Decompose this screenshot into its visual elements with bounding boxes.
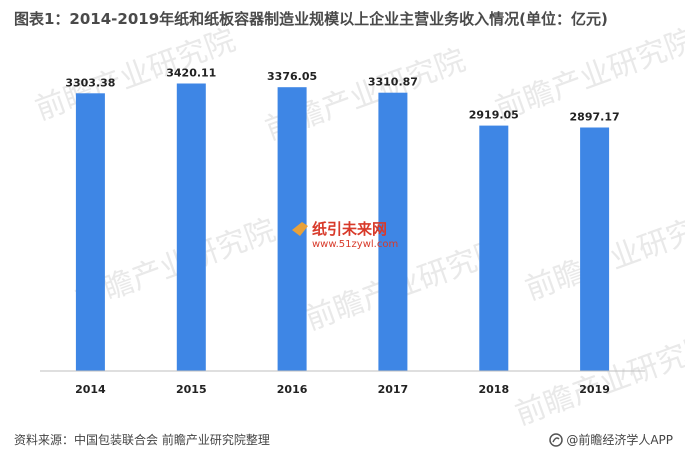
bars-layer	[75, 83, 610, 372]
bar-2014	[75, 93, 105, 372]
bar-2019	[580, 127, 610, 371]
brand-credit: @前瞻经济学人APP	[549, 431, 673, 448]
x-tick-label: 2019	[579, 383, 610, 396]
value-label: 2897.17	[570, 111, 620, 124]
center-watermark-title: 纸引未来网	[312, 220, 387, 238]
x-tick-label: 2017	[378, 383, 409, 396]
x-tick-label: 2015	[176, 383, 207, 396]
value-label: 3420.11	[166, 67, 216, 80]
brand-logo-icon	[549, 432, 564, 447]
value-label: 3303.38	[65, 76, 115, 89]
center-watermark-url: www.51zywl.com	[312, 239, 398, 250]
source-note: 资料来源：中国包装联合会 前瞻产业研究院整理	[14, 433, 270, 447]
value-label: 3376.05	[267, 70, 317, 83]
bar-2015	[176, 83, 206, 371]
x-tick-label: 2018	[478, 383, 509, 396]
bar-2017	[378, 92, 408, 371]
chart-title: 图表1：2014-2019年纸和纸板容器制造业规模以上企业主营业务收入情况(单位…	[14, 10, 608, 28]
x-tick-label: 2014	[75, 383, 106, 396]
value-label: 3310.87	[368, 76, 418, 89]
brand-text: @前瞻经济学人APP	[566, 433, 673, 447]
x-tick-label: 2016	[277, 383, 308, 396]
value-label: 2919.05	[469, 109, 519, 122]
labels-layer: 3303.38 2014 3420.11 2015 3376.05 2016 3310.87…	[65, 67, 619, 397]
center-logo-icon	[292, 222, 308, 236]
bar-2018	[479, 125, 509, 371]
center-watermark: 纸引未来网 www.51zywl.com	[292, 220, 398, 250]
